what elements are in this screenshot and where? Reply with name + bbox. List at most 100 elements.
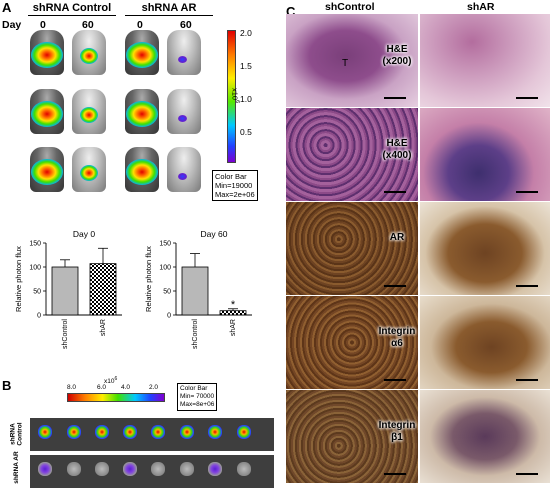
- mouse-image: [125, 89, 159, 134]
- colorbar-a-tick: 0.5: [240, 127, 252, 137]
- colorbar-b-tick: 4.0: [121, 384, 131, 391]
- mouse-image: [167, 30, 201, 75]
- histology-image: [420, 390, 550, 483]
- y-tick-label: 0: [167, 313, 171, 320]
- panel-c-label: C: [286, 4, 296, 19]
- mouse-image: [125, 147, 159, 192]
- colorbar-b: [67, 393, 165, 402]
- group-shrna-control-title: shRNA Control: [32, 2, 112, 14]
- x-tick-label: shControl: [62, 319, 69, 349]
- colorbar-b-legend-line: Color Bar: [180, 385, 208, 392]
- organ-image: [95, 462, 109, 476]
- bar-charts: Day 0 0 50 100 150 Relative photon flux shCont…: [14, 229, 252, 349]
- histology-row-label: H&E (x400): [382, 138, 412, 161]
- y-tick-label: 150: [29, 241, 41, 248]
- day-0-control: 0: [40, 19, 46, 31]
- signal-blob: [80, 165, 98, 181]
- colorbar-b-tick: 6.0: [97, 384, 107, 391]
- histology-image: [420, 14, 550, 107]
- histology-image: [286, 390, 418, 483]
- colorbar-a-legend: Color Bar Min=19000 Max=2e+06: [212, 170, 258, 201]
- scale-bar: [384, 285, 406, 287]
- scale-bar: [516, 473, 538, 475]
- group-shrna-control: shRNA Control: [28, 2, 116, 17]
- colorbar-a-legend-line: Max=2e+06: [215, 190, 255, 199]
- row-label-ar: shRNA AR: [4, 451, 28, 487]
- organ-image: [208, 462, 222, 476]
- signal-blob: [126, 101, 158, 127]
- mouse-image: [72, 89, 106, 134]
- signal-blob: [31, 42, 63, 68]
- histology-image: [286, 14, 418, 107]
- histology-row-label: Integrin β1: [378, 420, 416, 443]
- colorbar-b-ticks: 8.0 6.0 4.0 2.0: [67, 384, 165, 392]
- signal-blob: [31, 101, 63, 127]
- day-0-ar: 0: [137, 19, 143, 31]
- colorbar-a-unit: x106: [230, 88, 241, 104]
- mouse-image: [125, 30, 159, 75]
- mouse-image: [72, 30, 106, 75]
- mouse-image: [30, 147, 64, 192]
- chart-title: Day 0: [73, 229, 95, 239]
- colorbar-a-legend-line: Min=19000: [215, 181, 253, 190]
- colorbar-b-tick: 2.0: [149, 384, 159, 391]
- histology-texture: [420, 296, 550, 389]
- signal-blob: [80, 48, 98, 64]
- organ-image: [38, 425, 52, 439]
- chart-title: Day 60: [201, 229, 228, 239]
- histology-row-label: H&E (x200): [382, 44, 412, 67]
- histology-image: [420, 202, 550, 295]
- histology-image: [286, 296, 418, 389]
- histology-texture: [286, 14, 418, 107]
- panel-a-label: A: [2, 0, 12, 15]
- x-tick-label: shAR: [230, 319, 237, 336]
- histology-image: [286, 202, 418, 295]
- y-axis-label: Relative photon flux: [14, 246, 23, 312]
- scale-bar: [384, 191, 406, 193]
- histology-texture: [420, 108, 550, 201]
- day-60-control: 60: [82, 19, 94, 31]
- histology-texture: [420, 390, 550, 483]
- scale-bar: [516, 97, 538, 99]
- row-label-control: shRNA Control: [4, 417, 28, 450]
- bar: [181, 266, 209, 316]
- histology-texture: [286, 202, 418, 295]
- organ-image: [123, 425, 137, 439]
- column-shar: shAR: [467, 1, 495, 13]
- colorbar-b-unit: x106: [104, 376, 118, 386]
- colorbar-a-legend-line: Color Bar: [215, 172, 247, 181]
- group-shrna-ar: shRNA AR: [125, 2, 213, 17]
- colorbar-b-tick: 8.0: [67, 384, 77, 391]
- organ-image: [67, 425, 81, 439]
- signal-blob: [80, 107, 98, 123]
- mouse-image: [30, 30, 64, 75]
- histology-image: [420, 296, 550, 389]
- mouse-image: [30, 89, 64, 134]
- scale-bar: [516, 379, 538, 381]
- signal-blob: [126, 42, 158, 68]
- bar: [89, 263, 117, 316]
- colorbar-b-legend-line: Min= 70000: [180, 393, 215, 400]
- colorbar-a-tick: 1.0: [240, 94, 252, 104]
- chart-day-60: Day 60 0 50 100 150 Relative photon flux shCon…: [144, 229, 252, 349]
- bar: [51, 266, 79, 316]
- signal-blob: [178, 115, 187, 122]
- chart-day-0: Day 0 0 50 100 150 Relative photon flux shCont…: [14, 229, 122, 349]
- tumor-marker: T: [342, 58, 349, 69]
- histology-texture: [286, 108, 418, 201]
- signal-blob: [178, 56, 187, 63]
- panel-b-label: B: [2, 378, 12, 393]
- mouse-image: [167, 147, 201, 192]
- colorbar-a: [227, 30, 236, 163]
- column-shcontrol: shControl: [325, 1, 375, 13]
- organ-image: [151, 425, 165, 439]
- y-tick-label: 50: [33, 289, 41, 296]
- histology-texture: [286, 296, 418, 389]
- significance-marker: *: [231, 299, 236, 311]
- scale-bar: [384, 97, 406, 99]
- x-tick-label: shAR: [100, 319, 107, 336]
- bar: [219, 310, 247, 316]
- scale-bar: [384, 379, 406, 381]
- y-tick-label: 150: [159, 241, 171, 248]
- y-tick-label: 0: [37, 313, 41, 320]
